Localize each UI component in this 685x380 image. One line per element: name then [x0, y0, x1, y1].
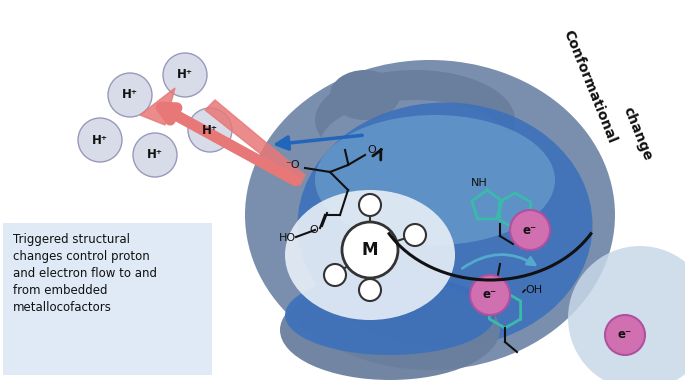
Text: Conformational: Conformational [561, 28, 619, 146]
Circle shape [359, 194, 381, 216]
Circle shape [108, 73, 152, 117]
Polygon shape [205, 100, 305, 185]
Text: ⁻O: ⁻O [286, 160, 300, 170]
Text: HO: HO [279, 233, 296, 243]
Text: e⁻: e⁻ [618, 328, 632, 342]
Text: e⁻: e⁻ [483, 288, 497, 301]
Circle shape [78, 118, 122, 162]
Text: change: change [621, 105, 655, 163]
Text: O: O [310, 225, 319, 235]
Circle shape [359, 279, 381, 301]
Circle shape [510, 210, 550, 250]
Text: H⁺: H⁺ [202, 124, 218, 136]
Circle shape [404, 224, 426, 246]
Ellipse shape [297, 103, 593, 347]
Ellipse shape [330, 70, 400, 120]
Text: O: O [367, 145, 376, 155]
Circle shape [133, 133, 177, 177]
Ellipse shape [315, 70, 515, 170]
Circle shape [188, 108, 232, 152]
Circle shape [163, 53, 207, 97]
Ellipse shape [315, 115, 555, 245]
Text: e⁻: e⁻ [523, 223, 537, 236]
Polygon shape [140, 88, 175, 125]
Text: Triggered structural
changes control proton
and electron flow to and
from embedd: Triggered structural changes control pro… [13, 233, 157, 314]
Text: H⁺: H⁺ [122, 89, 138, 101]
Ellipse shape [245, 60, 615, 370]
Text: H⁺: H⁺ [177, 68, 193, 81]
Text: NH: NH [471, 178, 487, 188]
Ellipse shape [320, 100, 510, 190]
Circle shape [342, 222, 398, 278]
Circle shape [324, 264, 346, 286]
Circle shape [568, 246, 685, 380]
Text: M: M [362, 241, 378, 259]
Text: OH: OH [525, 285, 542, 295]
FancyBboxPatch shape [3, 223, 212, 375]
Circle shape [605, 315, 645, 355]
Ellipse shape [280, 280, 500, 380]
Ellipse shape [285, 275, 495, 355]
Ellipse shape [285, 190, 455, 320]
Text: H⁺: H⁺ [147, 149, 163, 162]
Text: H⁺: H⁺ [92, 133, 108, 147]
Circle shape [470, 275, 510, 315]
